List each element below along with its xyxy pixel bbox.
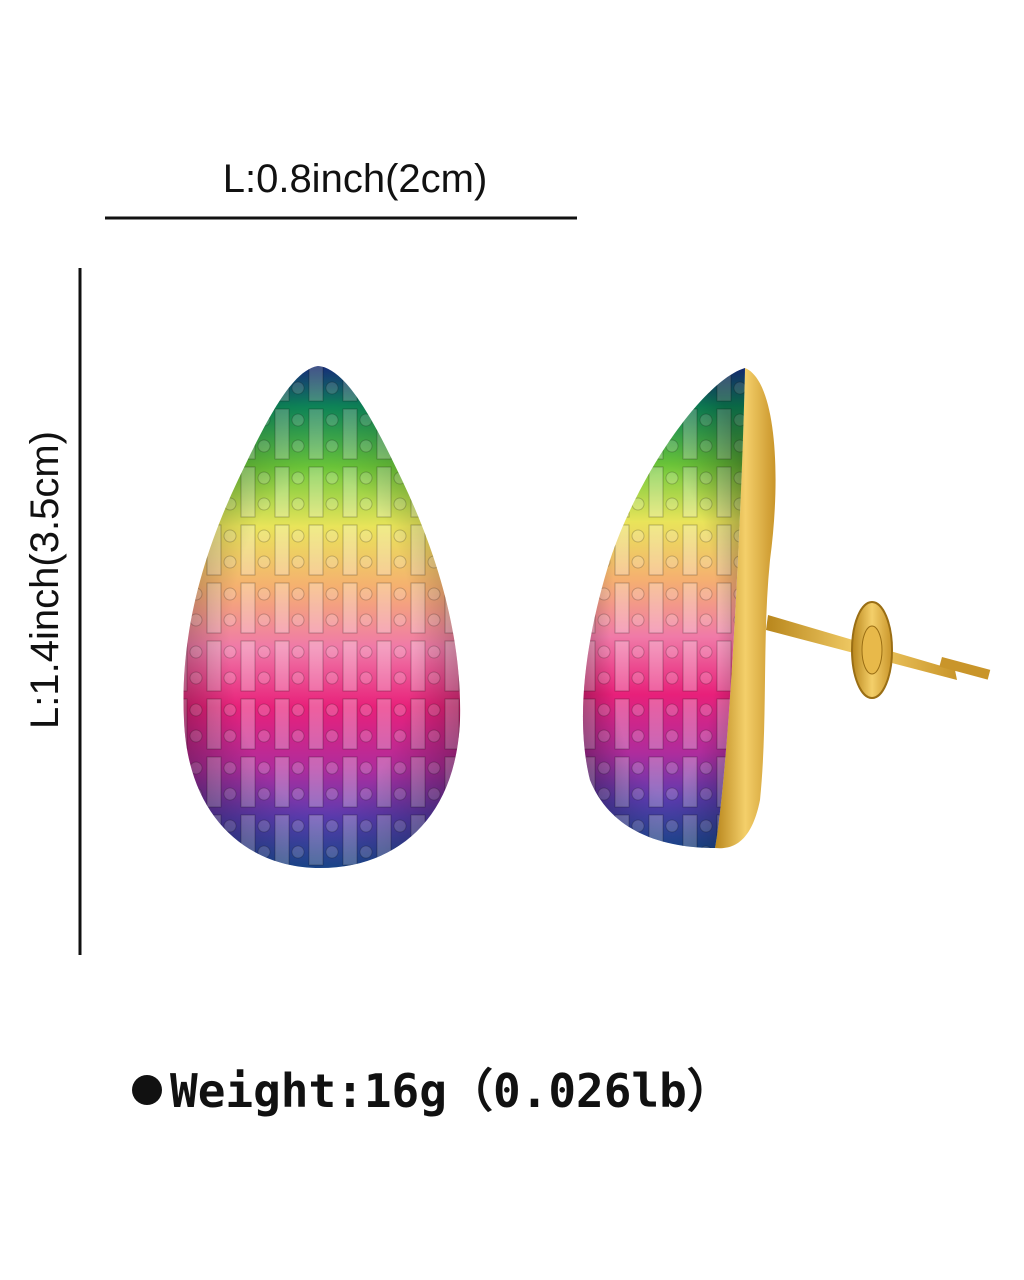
bullet <box>132 1075 162 1105</box>
height-label: L:1.4inch(3.5cm) <box>23 431 67 729</box>
earring-side <box>582 368 991 849</box>
weight-label: Weight:16g（0.026lb） <box>170 1064 733 1118</box>
width-label: L:0.8inch(2cm) <box>223 157 488 201</box>
earring-front <box>183 366 461 868</box>
